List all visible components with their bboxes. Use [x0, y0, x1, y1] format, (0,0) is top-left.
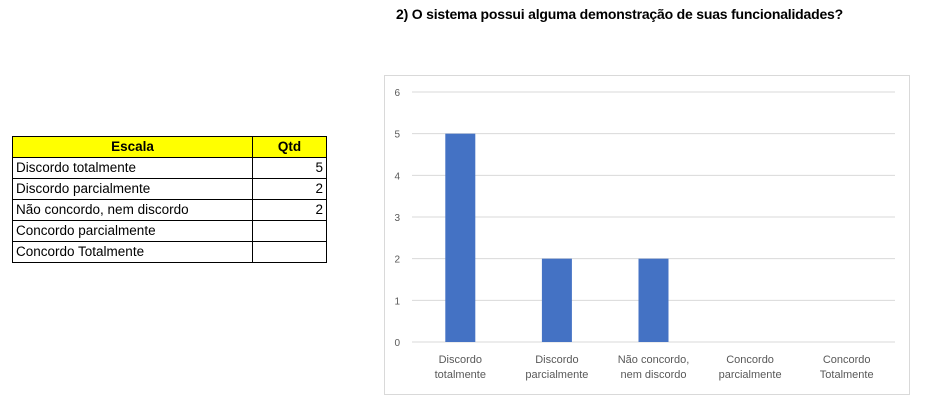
- y-tick-label: 4: [394, 171, 400, 182]
- y-tick-label: 6: [394, 88, 400, 99]
- row-label: Concordo parcialmente: [12, 220, 253, 242]
- y-tick-label: 5: [394, 130, 400, 141]
- x-tick-label: nem discordo: [620, 369, 686, 381]
- table-row: Discordo parcialmente 2: [12, 178, 327, 200]
- x-tick-label: Concordo: [726, 354, 774, 366]
- table-row: Discordo totalmente 5: [12, 157, 327, 179]
- table-row: Concordo Totalmente: [12, 241, 327, 263]
- row-qtd: 2: [252, 178, 327, 200]
- x-tick-label: Totalmente: [820, 369, 874, 381]
- header-escala: Escala: [12, 136, 253, 158]
- table-row: Não concordo, nem discordo 2: [12, 199, 327, 221]
- y-tick-label: 2: [394, 255, 400, 266]
- x-tick-label: Discordo: [535, 354, 578, 366]
- row-qtd: [252, 241, 327, 263]
- table-row: Concordo parcialmente: [12, 220, 327, 242]
- scale-table: Escala Qtd Discordo totalmente 5 Discord…: [12, 136, 327, 263]
- x-tick-label: parcialmente: [525, 369, 588, 381]
- x-tick-label: Não concordo,: [618, 354, 690, 366]
- header-qtd: Qtd: [252, 136, 327, 158]
- row-qtd: 2: [252, 199, 327, 221]
- row-qtd: 5: [252, 157, 327, 179]
- y-tick-label: 0: [394, 338, 400, 349]
- row-label: Concordo Totalmente: [12, 241, 253, 263]
- x-tick-label: Concordo: [823, 354, 871, 366]
- y-tick-label: 3: [394, 213, 400, 224]
- chart-area: 0 1 2 3 4 5 6 Discordo totalmente Discordo parcial…: [384, 75, 910, 395]
- y-tick-label: 1: [394, 296, 400, 307]
- row-qtd: [252, 220, 327, 242]
- row-label: Não concordo, nem discordo: [12, 199, 253, 221]
- bar-chart: 0 1 2 3 4 5 6 Discordo totalmente Discordo parcial…: [394, 88, 895, 381]
- row-label: Discordo parcialmente: [12, 178, 253, 200]
- x-tick-label: parcialmente: [719, 369, 782, 381]
- bar: [541, 258, 572, 342]
- x-tick-label: Discordo: [439, 354, 482, 366]
- table-header-row: Escala Qtd: [12, 136, 327, 158]
- row-label: Discordo totalmente: [12, 157, 253, 179]
- bar: [445, 133, 476, 342]
- question-title: 2) O sistema possui alguma demonstração …: [396, 6, 843, 22]
- x-tick-label: totalmente: [435, 369, 486, 381]
- bar: [638, 258, 669, 342]
